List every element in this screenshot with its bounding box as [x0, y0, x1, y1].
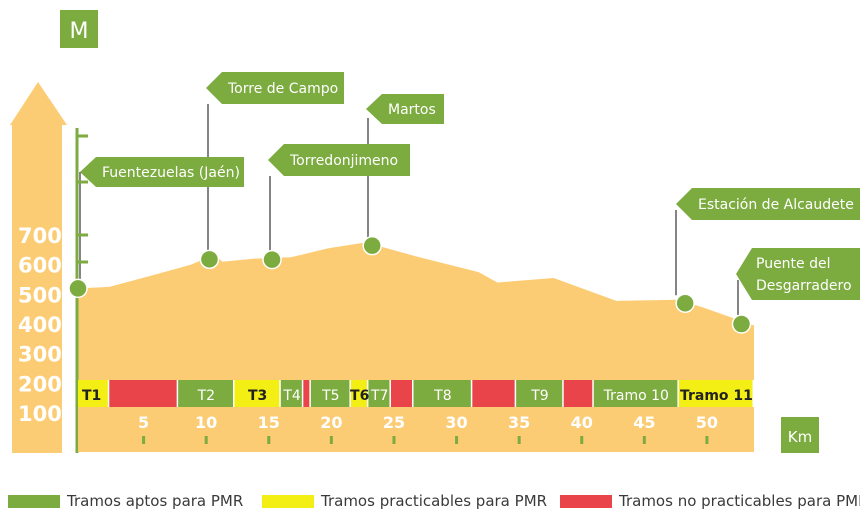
x-tick-label: 30 — [445, 413, 467, 432]
segment-practicable — [350, 380, 367, 407]
y-tick-label: 300 — [18, 343, 62, 367]
segment-apto — [280, 380, 302, 407]
x-axis-band: 5 10 15 20 25 30 35 40 45 50 — [78, 407, 754, 452]
place-marker — [675, 293, 695, 313]
place-label-text: Martos — [388, 102, 436, 118]
place-labels: Fuentezuelas (Jaén) Torre de Campo Torredo… — [80, 72, 860, 300]
x-axis-title-bg — [781, 417, 819, 453]
segment-no-practicable — [303, 380, 310, 407]
place-marker — [68, 278, 88, 299]
x-tick-label: 20 — [320, 413, 342, 432]
y-tick-label: 700 — [18, 224, 62, 248]
place-marker — [262, 249, 282, 270]
segment-apto — [413, 380, 471, 407]
y-tick-label: 500 — [18, 283, 62, 307]
y-tick-label: 400 — [18, 313, 62, 337]
segment-practicable — [234, 380, 280, 407]
y-axis-arrow — [10, 82, 67, 453]
legend-item-practicable: Tramos practicables para PMR — [262, 490, 547, 512]
legend-item-no-practicable: Tramos no practicables para PMR — [560, 490, 860, 512]
segment-label: Tramo 11 — [680, 388, 753, 404]
place-label-tag — [736, 248, 860, 300]
segment-apto — [310, 380, 350, 407]
x-tick-label: 45 — [633, 413, 655, 432]
x-tick-label: 40 — [571, 413, 593, 432]
place-label-tag — [80, 157, 244, 187]
segment-no-practicable — [563, 380, 593, 407]
x-tick-label: 50 — [696, 413, 718, 432]
place-label-tag — [206, 72, 344, 104]
place-label-text: Estación de Alcaudete — [698, 197, 854, 213]
segment-label: Tramo 10 — [603, 388, 669, 404]
x-tick-label: 10 — [195, 413, 217, 432]
segment-practicable — [78, 380, 108, 407]
segment-label: T3 — [248, 388, 267, 404]
legend-label-practicable: Tramos practicables para PMR — [321, 492, 548, 510]
place-label-text: Torredonjimeno — [289, 153, 398, 169]
place-label-tag — [268, 144, 410, 176]
x-axis-title-box: Km — [781, 417, 819, 453]
x-tick-label: 15 — [258, 413, 280, 432]
place-label-text: Torre de Campo — [227, 81, 338, 97]
segment-apto — [178, 380, 233, 407]
place-markers — [68, 235, 752, 334]
y-axis-title: M — [70, 19, 89, 44]
legend-label-apto: Tramos aptos para PMR — [67, 492, 244, 510]
place-label-text: Desgarradero — [756, 278, 852, 294]
segment-apto — [368, 380, 390, 407]
place-label-text: Puente del — [756, 256, 831, 272]
elevation-profile-chart: M 700 600 500 400 300 200 100 T1 T2 T3 T4 T5 T6 T7 T8… — [10, 10, 860, 453]
elevation-area-shape — [78, 242, 754, 380]
segment-label: T9 — [530, 388, 548, 404]
segment-no-practicable — [390, 380, 412, 407]
place-label-tag — [676, 188, 860, 220]
legend-item-apto: Tramos aptos para PMR — [8, 490, 243, 512]
legend-swatch-no-practicable — [560, 494, 612, 508]
segment-apto — [593, 380, 678, 407]
x-tick-label: 5 — [138, 413, 149, 432]
y-tick-label: 600 — [18, 254, 62, 278]
legend: Tramos aptos para PMR Tramos practicable… — [0, 490, 860, 512]
place-marker — [199, 249, 220, 270]
place-marker — [362, 235, 382, 256]
x-tick-label: 35 — [508, 413, 530, 432]
x-axis-title: Km — [788, 428, 812, 446]
segment-label: T8 — [433, 388, 451, 404]
segment-label: T6 — [350, 388, 369, 404]
y-axis-arrow-shape — [10, 82, 67, 453]
segment-label: T4 — [282, 388, 301, 404]
segment-apto — [516, 380, 563, 407]
segment-label: T5 — [321, 388, 339, 404]
segment-practicable — [678, 380, 753, 407]
y-tick-label: 100 — [18, 402, 62, 426]
place-marker — [731, 314, 752, 334]
segment-label: T2 — [197, 388, 215, 404]
segment-label: T7 — [370, 388, 388, 404]
x-axis-band-bg — [78, 407, 754, 452]
place-label-tag — [366, 94, 444, 124]
segment-label: T1 — [82, 388, 101, 404]
segment-bar: T1 T2 T3 T4 T5 T6 T7 T8 T9 Tramo 10 Tramo 11 — [78, 380, 753, 407]
x-tick-label: 25 — [383, 413, 405, 432]
y-axis-title-box: M — [60, 10, 98, 48]
elevation-area — [78, 242, 754, 380]
legend-label-no-practicable: Tramos no practicables para PMR — [619, 492, 860, 510]
y-tick-labels: 700 600 500 400 300 200 100 — [18, 224, 62, 426]
place-label-text: Fuentezuelas (Jaén) — [102, 165, 240, 181]
y-axis-title-bg — [60, 10, 98, 48]
segment-no-practicable — [109, 380, 177, 407]
legend-swatch-apto — [8, 494, 60, 508]
y-tick-label: 200 — [18, 372, 62, 396]
legend-swatch-practicable — [262, 494, 314, 508]
segment-no-practicable — [472, 380, 515, 407]
